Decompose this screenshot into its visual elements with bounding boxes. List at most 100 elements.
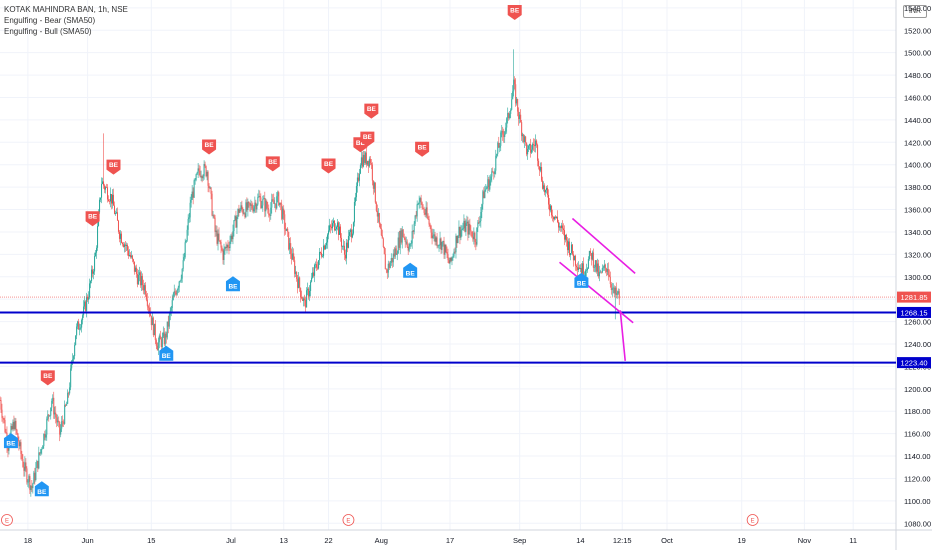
candle-body [316,264,318,268]
candle-body [220,241,222,248]
candle-body [0,400,2,410]
bearish-engulfing-marker[interactable] [265,156,280,172]
candle-body [494,170,496,174]
candle-body [442,241,444,242]
price-tick-label: 1140.00 [904,452,931,461]
candle-body [172,296,174,301]
candle-body [446,252,448,255]
candle-body [400,230,402,243]
bullish-engulfing-marker[interactable] [225,276,240,292]
support-line-label: 1223.40 [900,359,927,368]
trendline[interactable] [571,217,636,275]
bearish-engulfing-marker[interactable] [106,159,121,175]
candle-body [600,271,602,273]
candle-body [210,187,212,194]
symbol-title[interactable]: KOTAK MAHINDRA BAN, 1h, NSE [4,5,128,14]
candle-body [425,207,427,215]
bullish-marker-label: BE [6,441,16,448]
candle-body [268,209,270,216]
candle-body [436,237,438,247]
candle-body [426,207,428,217]
bearish-engulfing-marker[interactable] [360,131,375,147]
candle-body [320,252,322,253]
candle-body [240,205,242,210]
earnings-event-icon[interactable] [342,514,355,526]
candle-body [575,265,577,268]
candle-body [116,212,118,221]
candle-body [495,155,497,171]
bearish-engulfing-marker[interactable] [85,211,100,227]
candle-body [57,420,59,423]
bullish-engulfing-marker[interactable] [159,345,174,361]
candle-body [31,485,33,489]
bullish-engulfing-marker[interactable] [574,272,589,288]
bearish-engulfing-marker[interactable] [364,103,379,119]
candle-body [547,187,549,195]
candle-body [177,287,179,290]
candle-body [349,229,351,233]
candle-body [584,270,586,277]
candle-body [479,221,481,223]
indicator-bear-label[interactable]: Engulfing - Bear (SMA50) [4,16,96,25]
candle-body [76,326,78,336]
price-tick-label: 1500.00 [904,49,931,58]
candle-body [85,301,87,311]
candle-body [32,483,34,489]
candle-body [559,226,561,228]
bullish-engulfing-marker[interactable] [3,433,18,449]
candle-body [257,197,259,205]
candle-body [466,221,468,224]
price-tick-label: 1540.00 [904,4,931,13]
candle-body [612,287,614,289]
candle-body [535,140,537,147]
candle-body [104,185,106,190]
candle-body [33,472,35,484]
candle-body [106,187,108,188]
candle-body [15,420,17,430]
bearish-engulfing-marker[interactable] [321,158,336,174]
candle-body [293,253,295,261]
bullish-engulfing-marker[interactable] [34,481,49,497]
candle-body [550,205,552,211]
candle-body [73,356,75,360]
trendline[interactable] [619,310,627,361]
bearish-engulfing-marker[interactable] [507,5,522,21]
earnings-event-icon[interactable] [1,514,13,526]
indicator-bull-label[interactable]: Engulfing - Bull (SMA50) [4,27,92,36]
bearish-engulfing-marker[interactable] [415,141,430,157]
candle-body [51,400,53,408]
candle-body [478,222,480,223]
candle-body [20,442,22,454]
candle-body [333,220,335,224]
candle-body [230,235,232,242]
candle-body [528,145,530,149]
candle-body [130,255,132,258]
bearish-engulfing-marker[interactable] [202,139,217,155]
candle-body [212,215,214,216]
earnings-event-icon[interactable] [746,514,759,526]
candle-body [397,237,399,254]
candle-body [231,235,233,240]
price-tick-label: 1400.00 [904,161,931,170]
currency-badge[interactable]: INR [903,5,927,18]
bearish-engulfing-marker[interactable] [40,370,55,386]
candle-body [168,314,170,327]
candle-body [514,79,516,85]
candle-body [19,442,21,447]
candle-body [328,230,330,235]
candle-body [322,256,324,257]
candle-body [337,222,339,235]
bullish-engulfing-marker[interactable] [403,262,418,278]
candle-body [187,219,189,230]
candle-body [413,223,415,232]
candle-body [193,180,195,198]
candle-body [204,164,206,167]
bearish-marker-label: BE [109,162,119,169]
time-tick-label: 17 [446,536,454,545]
candle-body [517,98,519,112]
support-line-badge [897,306,931,318]
bearish-marker-label: BE [324,161,334,168]
candle-body [502,130,504,135]
